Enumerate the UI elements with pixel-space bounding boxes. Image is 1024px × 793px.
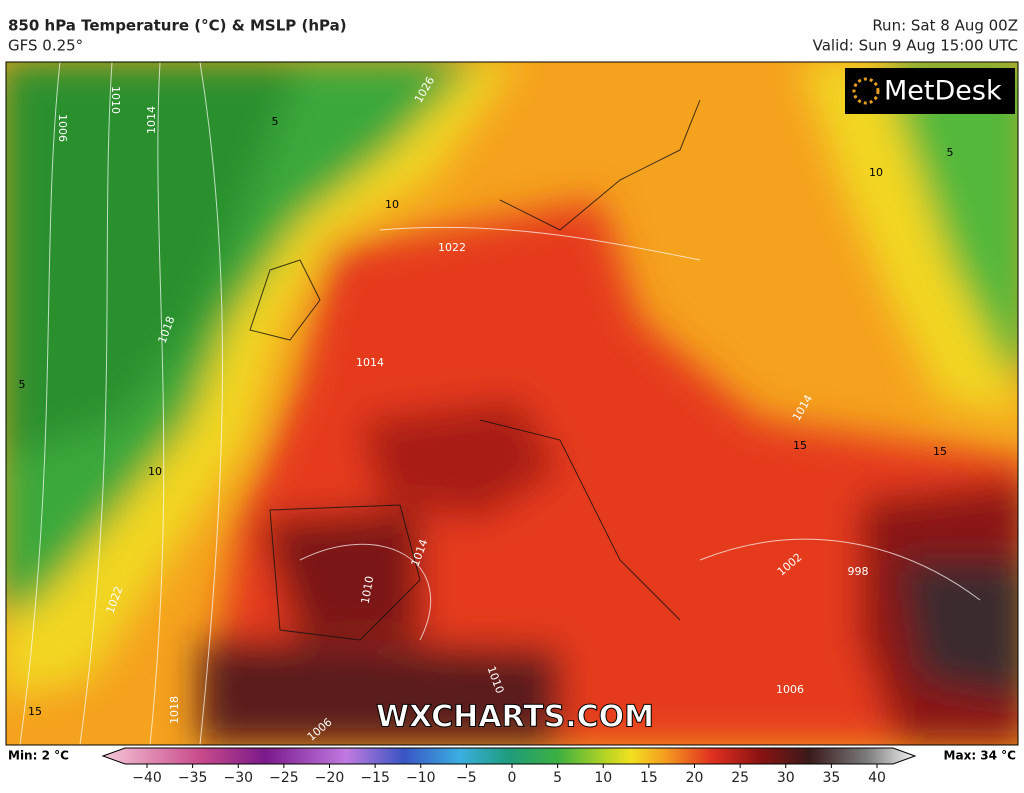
isotherm-label: 5 bbox=[947, 146, 954, 159]
isobar-label: 998 bbox=[848, 565, 869, 578]
isobar-label: 1014 bbox=[145, 106, 158, 134]
isotherm-label: 5 bbox=[272, 115, 279, 128]
scale-tick-label: 20 bbox=[686, 770, 704, 786]
scale-ticks: −40 −35 −30 −25 −20 −15 −10 −5 0 5 10 15 20 25 30 35 40 bbox=[132, 764, 886, 786]
logo-box bbox=[845, 68, 1015, 114]
isobar-label: 1022 bbox=[438, 241, 466, 254]
scale-tick-label: −40 bbox=[132, 770, 162, 786]
scale-tick-label: 15 bbox=[640, 770, 658, 786]
logo-icon bbox=[852, 77, 880, 105]
watermark: WXCHARTS.COM bbox=[376, 700, 654, 735]
isobars bbox=[19, 62, 981, 745]
scale-tick-label: 5 bbox=[553, 770, 562, 786]
isotherm-label: 10 bbox=[385, 198, 399, 211]
scale-tick-label: −10 bbox=[406, 770, 436, 786]
scale-tick-label: −15 bbox=[360, 770, 390, 786]
isotherm-label: 10 bbox=[148, 465, 162, 478]
map-field bbox=[6, 62, 1018, 745]
isobar-label: 1018 bbox=[168, 696, 181, 724]
valid-time: Valid: Sun 9 Aug 15:00 UTC bbox=[813, 37, 1018, 55]
isobar-label: 1006 bbox=[776, 683, 804, 696]
map-frame bbox=[5, 61, 1019, 746]
coastlines bbox=[249, 99, 701, 641]
scale-tick-label: −5 bbox=[456, 770, 477, 786]
isotherm-label: 10 bbox=[869, 166, 883, 179]
scale-tick-label: −35 bbox=[178, 770, 208, 786]
isobar-label: 1006 bbox=[56, 114, 69, 142]
max-label: Max: 34 °C bbox=[944, 749, 1017, 763]
scale-tick-label: −20 bbox=[315, 770, 345, 786]
scale-tick-label: 40 bbox=[868, 770, 886, 786]
isotherm-label: 15 bbox=[28, 705, 42, 718]
isobar-label: 1014 bbox=[356, 356, 384, 369]
isobar-label: 1010 bbox=[359, 575, 377, 605]
scale-tick-label: 10 bbox=[594, 770, 612, 786]
color-scale bbox=[101, 747, 917, 765]
scale-tick-label: 30 bbox=[777, 770, 795, 786]
isobar-label: 1010 bbox=[109, 86, 122, 114]
scale-tick-label: 25 bbox=[731, 770, 749, 786]
scale-tick-label: −30 bbox=[223, 770, 253, 786]
run-time: Run: Sat 8 Aug 00Z bbox=[872, 17, 1018, 35]
isotherm-label: 15 bbox=[793, 439, 807, 452]
scale-tick-label: 35 bbox=[822, 770, 840, 786]
scale-tick-label: 0 bbox=[508, 770, 517, 786]
isotherm-label: 15 bbox=[933, 445, 947, 458]
scale-tick-label: −25 bbox=[269, 770, 299, 786]
isotherm-label: 5 bbox=[19, 378, 26, 391]
logo-text: MetDesk bbox=[884, 76, 1002, 107]
subtitle: GFS 0.25° bbox=[8, 37, 83, 55]
title: 850 hPa Temperature (°C) & MSLP (hPa) bbox=[8, 17, 347, 35]
min-label: Min: 2 °C bbox=[8, 749, 69, 763]
